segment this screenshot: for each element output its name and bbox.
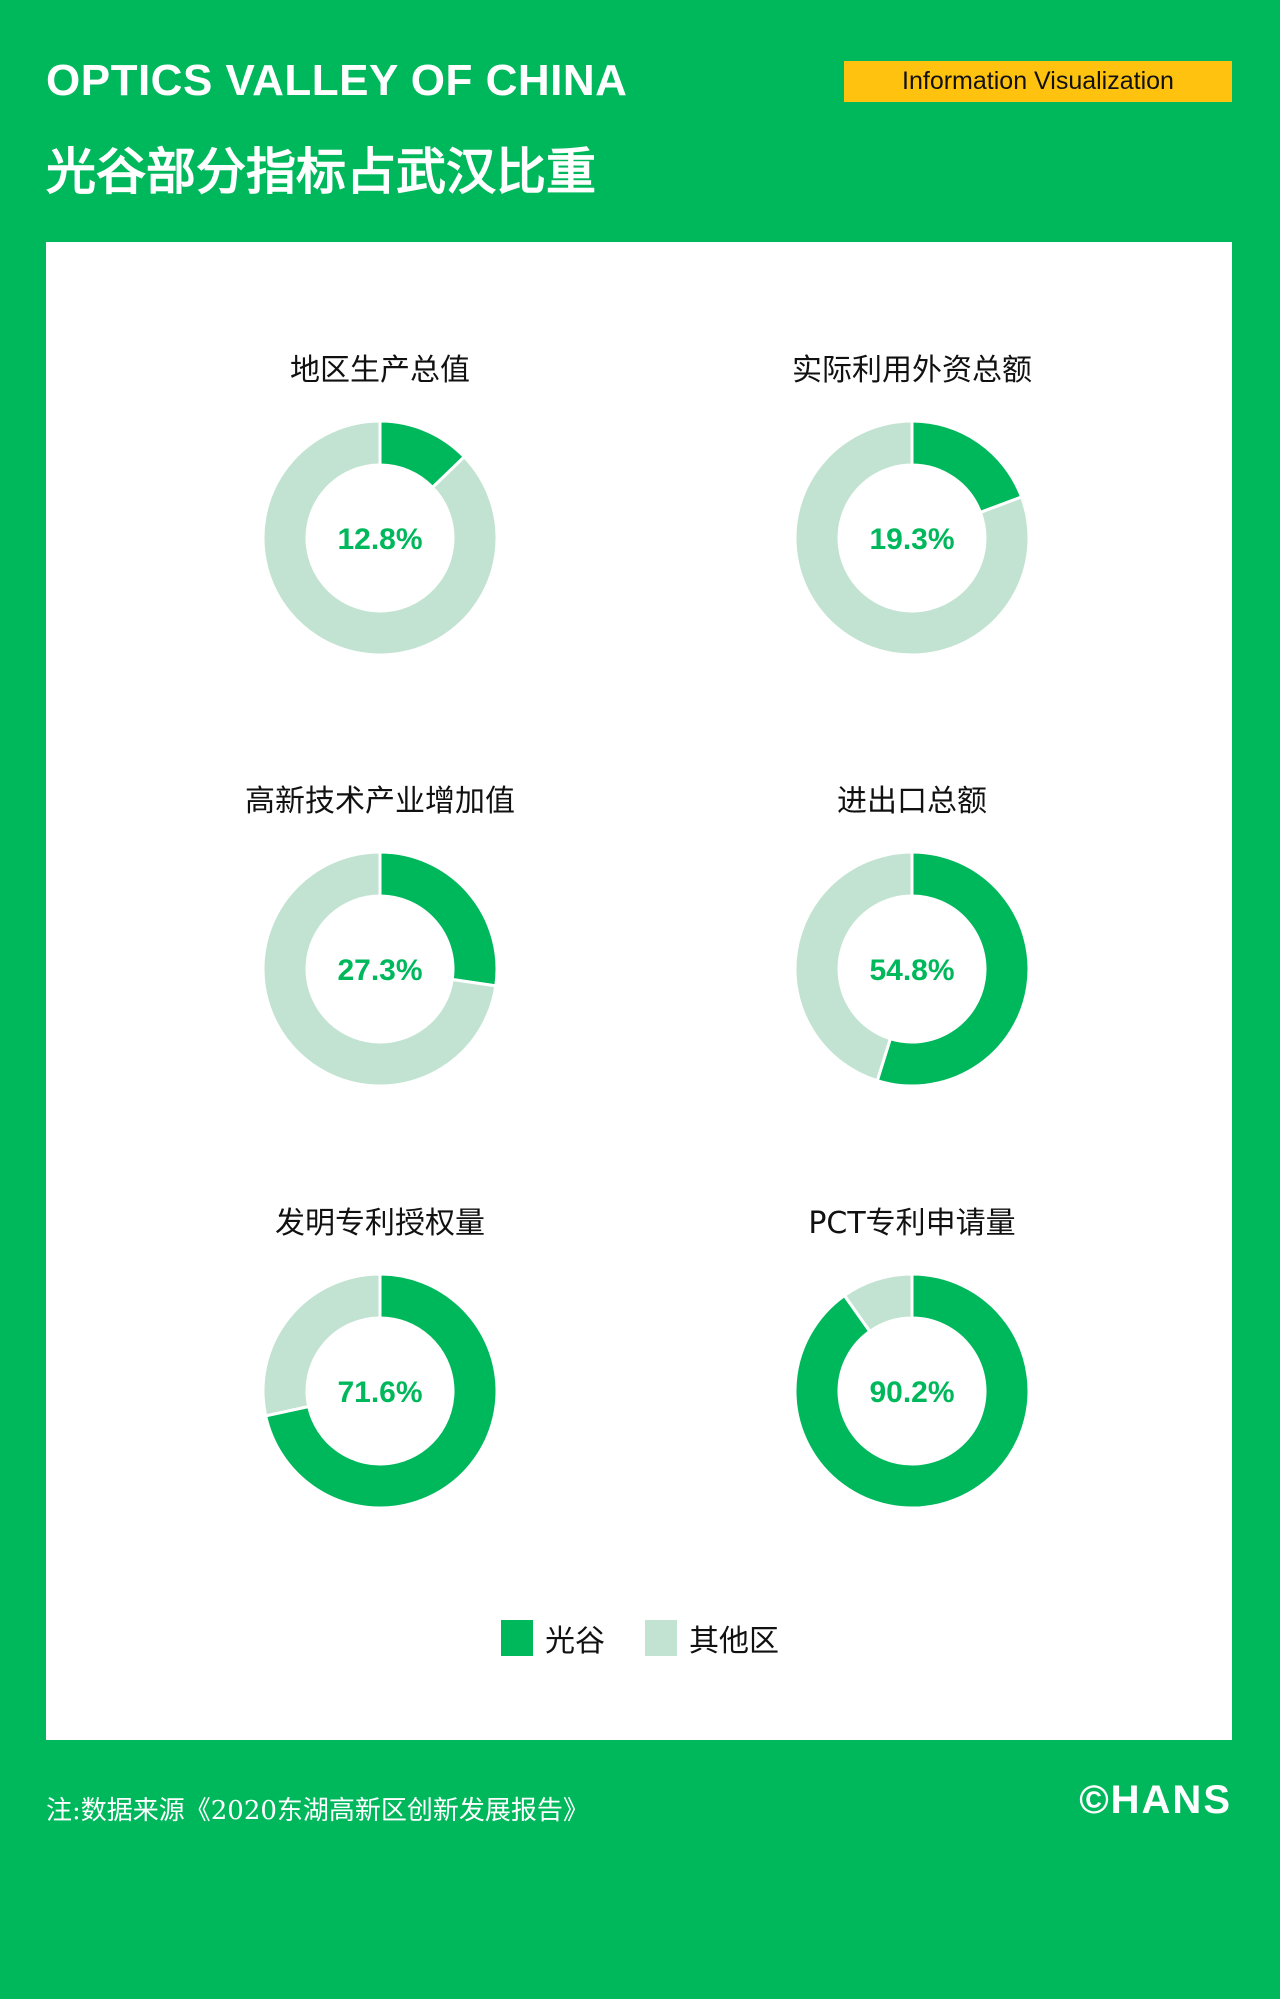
chart-title: 地区生产总值 <box>290 353 470 388</box>
slice-optics-valley <box>793 1272 1031 1510</box>
chart-title: PCT专利申请量 <box>808 1206 1015 1241</box>
legend-item-optics-valley: 光谷 <box>501 1616 605 1660</box>
slice-optics-valley <box>263 1272 499 1510</box>
logo: ©HANS <box>1079 1778 1232 1822</box>
legend-swatch <box>645 1620 677 1656</box>
slice-optics-valley <box>875 850 1031 1088</box>
legend-swatch <box>501 1620 533 1656</box>
legend-label: 光谷 <box>545 1624 605 1659</box>
slice-other <box>261 1272 382 1418</box>
source-note: 注:数据来源《2020东湖高新区创新发展报告》 <box>46 1796 589 1826</box>
slice-other <box>793 419 1031 657</box>
slice-optics-valley <box>910 419 1024 515</box>
chart-title: 进出口总额 <box>837 784 987 819</box>
value-label: 90.2% <box>869 1376 954 1409</box>
slice-other <box>261 419 499 657</box>
chart-panel <box>46 242 1232 1740</box>
slice-other <box>793 850 914 1083</box>
slice-optics-valley <box>378 850 499 988</box>
info-vis-badge: Information Visualization <box>844 61 1232 102</box>
value-label: 12.8% <box>337 523 422 556</box>
title-cn: 光谷部分指标占武汉比重 <box>46 143 596 201</box>
chart-title: 高新技术产业增加值 <box>245 784 515 819</box>
value-label: 71.6% <box>337 1376 422 1409</box>
value-label: 54.8% <box>869 954 954 987</box>
legend-item-other: 其他区 <box>645 1616 779 1660</box>
slice-other <box>842 1272 914 1334</box>
value-label: 27.3% <box>337 954 422 987</box>
chart-title: 发明专利授权量 <box>275 1206 485 1241</box>
chart-title: 实际利用外资总额 <box>792 353 1032 388</box>
slice-other <box>261 850 498 1088</box>
legend: 光谷 其他区 <box>0 1616 1280 1660</box>
title-en: OPTICS VALLEY OF CHINA <box>46 56 628 105</box>
legend-label: 其他区 <box>689 1624 779 1659</box>
value-label: 19.3% <box>869 523 954 556</box>
